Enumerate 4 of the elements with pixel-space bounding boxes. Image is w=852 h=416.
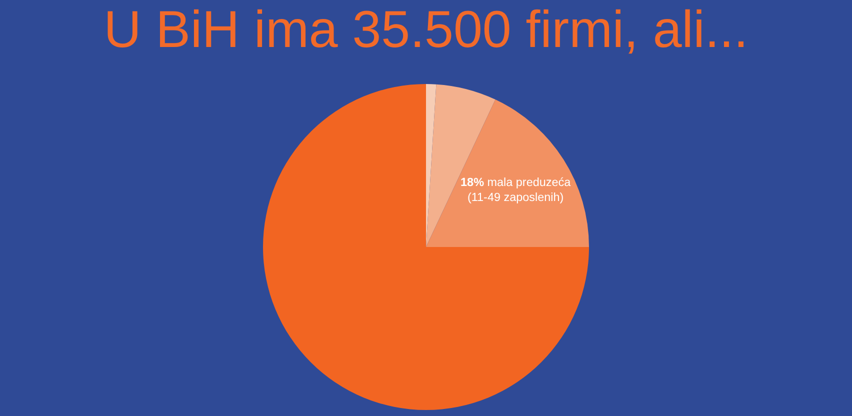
- pie-slice: [263, 84, 589, 410]
- chart-title: U BiH ima 35.500 firmi, ali...: [104, 0, 748, 59]
- data-label: 18%: [460, 176, 485, 189]
- pie-slice: [426, 100, 589, 247]
